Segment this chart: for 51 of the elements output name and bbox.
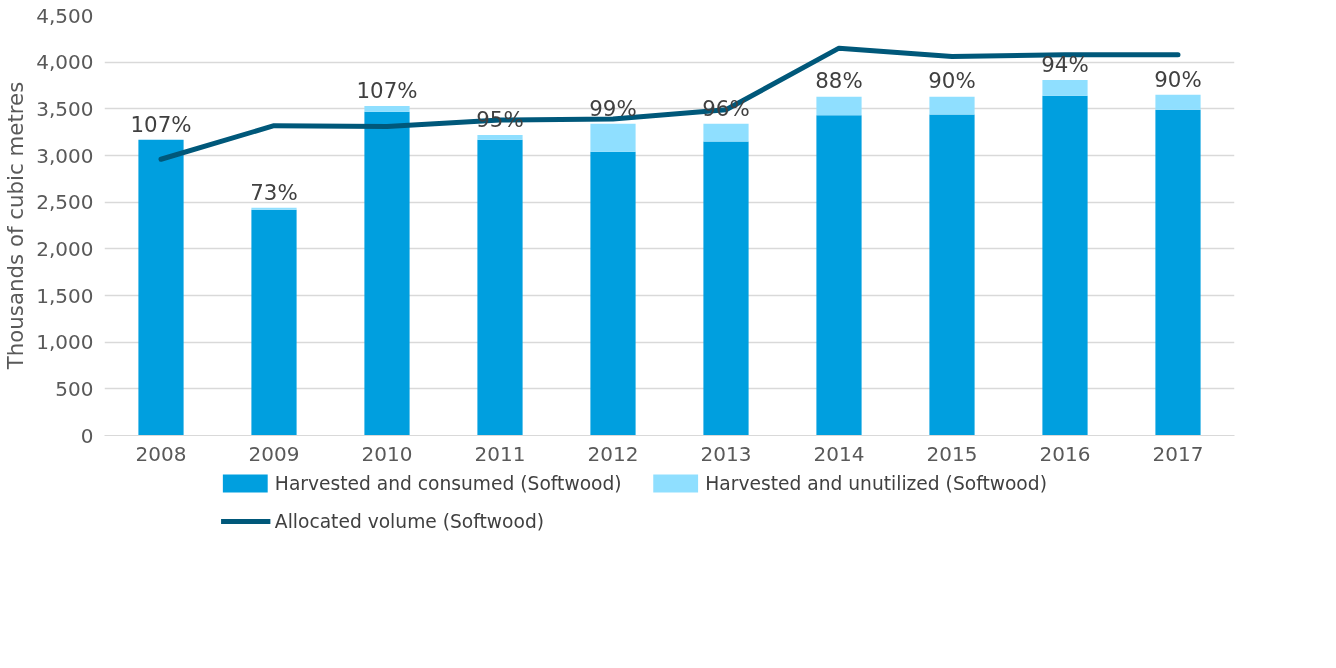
bar xyxy=(929,114,975,436)
x-tick-label: 2013 xyxy=(700,441,752,466)
x-tick-label: 2015 xyxy=(926,441,978,466)
x-tick-label: 2012 xyxy=(587,441,639,466)
bar xyxy=(703,123,749,142)
annotation: 94% xyxy=(1041,51,1089,77)
y-tick-label: 3,500 xyxy=(36,96,94,121)
x-tick-label: 2011 xyxy=(474,441,526,466)
legend-label: Harvested and unutilized (Softwood) xyxy=(705,473,1047,494)
legend-label: Allocated volume (Softwood) xyxy=(274,511,545,532)
bar xyxy=(138,139,184,436)
bar xyxy=(929,96,975,115)
bar xyxy=(477,139,523,436)
bar xyxy=(816,115,862,436)
annotation: 99% xyxy=(589,95,637,121)
y-tick-label: 2,500 xyxy=(36,190,94,215)
bar xyxy=(590,151,636,436)
y-tick-label: 4,000 xyxy=(36,50,94,75)
y-tick-label: 0 xyxy=(80,423,94,448)
x-tick-label: 2009 xyxy=(248,441,300,466)
annotation: 73% xyxy=(250,179,298,205)
y-tick-label: 2,000 xyxy=(36,236,94,261)
y-tick-label: 1,000 xyxy=(36,330,94,355)
y-tick-label: 500 xyxy=(55,376,94,401)
y-tick-label: 4,500 xyxy=(36,3,94,28)
y-tick-label: 1,500 xyxy=(36,283,94,308)
bar xyxy=(703,141,749,436)
annotation: 95% xyxy=(476,106,524,132)
annotation: 107% xyxy=(356,78,418,104)
x-tick-label: 2017 xyxy=(1152,441,1204,466)
bar xyxy=(1042,95,1088,436)
bar xyxy=(1155,94,1201,110)
annotation: 88% xyxy=(815,68,863,94)
bar xyxy=(1042,79,1088,96)
annotation: 90% xyxy=(1154,66,1202,92)
y-axis-title: Thousands of cubic metres xyxy=(3,81,29,371)
x-tick-label: 2014 xyxy=(813,441,865,466)
x-tick-label: 2008 xyxy=(135,441,187,466)
x-tick-label: 2010 xyxy=(361,441,413,466)
legend-label: Harvested and consumed (Softwood) xyxy=(274,473,622,494)
bar xyxy=(1155,109,1201,436)
annotation: 90% xyxy=(928,68,976,94)
bar xyxy=(590,123,636,152)
bar xyxy=(364,111,410,436)
x-tick-label: 2016 xyxy=(1039,441,1091,466)
bar xyxy=(816,96,862,116)
y-tick-label: 3,000 xyxy=(36,143,94,168)
bar xyxy=(364,106,410,112)
bar xyxy=(251,209,297,436)
annotation: 107% xyxy=(130,111,192,137)
bar xyxy=(477,134,523,140)
